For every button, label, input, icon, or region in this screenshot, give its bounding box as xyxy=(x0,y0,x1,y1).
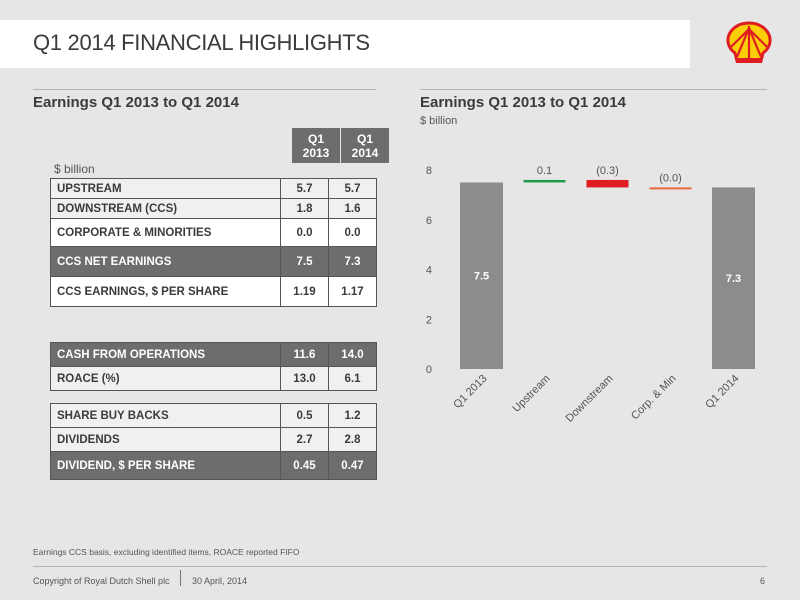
row-value-2014: 1.6 xyxy=(328,198,377,219)
delta-bar xyxy=(649,187,692,190)
data-label: (0.0) xyxy=(659,172,682,184)
row-value-2013: 0.45 xyxy=(280,451,329,480)
data-label: 7.3 xyxy=(726,273,741,285)
row-value-2013: 11.6 xyxy=(280,342,329,367)
delta-bar xyxy=(586,179,629,188)
data-label: 7.5 xyxy=(474,271,489,283)
row-value-2013: 13.0 xyxy=(280,366,329,391)
page-number: 6 xyxy=(760,576,766,586)
table-row: DOWNSTREAM (CCS) 1.8 1.6 xyxy=(50,198,377,219)
table-row: DIVIDENDS 2.7 2.8 xyxy=(50,427,377,452)
row-value-2014: 2.8 xyxy=(328,427,377,452)
row-label: CCS EARNINGS, $ PER SHARE xyxy=(50,276,281,307)
row-value-2014: 5.7 xyxy=(328,178,377,199)
table-row: DIVIDEND, $ PER SHARE 0.45 0.47 xyxy=(50,451,377,480)
chart-unit-label: $ billion xyxy=(420,115,458,127)
row-value-2014: 1.2 xyxy=(328,403,377,428)
footer-divider xyxy=(33,566,767,567)
total-bar xyxy=(460,182,503,369)
page-title: Q1 2014 FINANCIAL HIGHLIGHTS xyxy=(33,30,370,55)
row-label: CCS NET EARNINGS xyxy=(50,246,281,277)
row-label: SHARE BUY BACKS xyxy=(50,403,281,428)
row-value-2013: 1.19 xyxy=(280,276,329,307)
row-value-2013: 0.5 xyxy=(280,403,329,428)
y-tick-label: 0 xyxy=(426,364,432,376)
total-bar xyxy=(712,187,755,369)
delta-bar xyxy=(523,179,566,183)
table-unit-label: $ billion xyxy=(54,162,95,176)
x-tick-label: Q1 2014 xyxy=(703,373,741,411)
table-row: UPSTREAM 5.7 5.7 xyxy=(50,178,377,199)
chart-section-title: Earnings Q1 2013 to Q1 2014 xyxy=(420,94,626,111)
y-tick-label: 4 xyxy=(426,265,432,277)
row-label: ROACE (%) xyxy=(50,366,281,391)
row-value-2014: 0.47 xyxy=(328,451,377,480)
shell-logo-icon xyxy=(726,21,772,63)
row-label: CORPORATE & MINORITIES xyxy=(50,218,281,247)
row-value-2014: 0.0 xyxy=(328,218,377,247)
table-row: CCS EARNINGS, $ PER SHARE 1.19 1.17 xyxy=(50,276,377,307)
footer-date: 30 April, 2014 xyxy=(192,576,248,586)
row-value-2014: 14.0 xyxy=(328,342,377,367)
x-tick-label: Corp. & Min xyxy=(629,373,679,423)
row-value-2013: 7.5 xyxy=(280,246,329,277)
copyright-text: Copyright of Royal Dutch Shell plc xyxy=(33,576,170,586)
y-tick-label: 2 xyxy=(426,314,432,326)
footnote: Earnings CCS basis, excluding identified… xyxy=(33,547,300,557)
row-value-2013: 2.7 xyxy=(280,427,329,452)
x-tick-label: Upstream xyxy=(510,373,552,415)
x-tick-label: Q1 2013 xyxy=(451,373,489,411)
data-label: 0.1 xyxy=(537,165,552,177)
column-header-q1-2013: Q1 2013 xyxy=(292,128,340,163)
shareholder-table: SHARE BUY BACKS 0.5 1.2 DIVIDENDS 2.7 2.8 DI… xyxy=(50,403,377,480)
row-value-2014: 7.3 xyxy=(328,246,377,277)
row-label: UPSTREAM xyxy=(50,178,281,199)
row-label: DOWNSTREAM (CCS) xyxy=(50,198,281,219)
row-label: DIVIDENDS xyxy=(50,427,281,452)
table-row: CORPORATE & MINORITIES 0.0 0.0 xyxy=(50,218,377,247)
row-value-2013: 0.0 xyxy=(280,218,329,247)
row-value-2014: 1.17 xyxy=(328,276,377,307)
footer-separator xyxy=(180,570,181,586)
left-divider xyxy=(33,89,376,90)
table-section-title: Earnings Q1 2013 to Q1 2014 xyxy=(33,94,239,111)
cash-table: CASH FROM OPERATIONS 11.6 14.0 ROACE (%) 13… xyxy=(50,342,377,391)
data-label: (0.3) xyxy=(596,165,619,177)
title-bar xyxy=(0,20,690,68)
y-tick-label: 6 xyxy=(426,215,432,227)
earnings-table: UPSTREAM 5.7 5.7 DOWNSTREAM (CCS) 1.8 1.6 CO… xyxy=(50,178,377,307)
table-row: CCS NET EARNINGS 7.5 7.3 xyxy=(50,246,377,277)
row-value-2014: 6.1 xyxy=(328,366,377,391)
row-label: DIVIDEND, $ PER SHARE xyxy=(50,451,281,480)
table-row: ROACE (%) 13.0 6.1 xyxy=(50,366,377,391)
x-tick-label: Downstream xyxy=(563,373,615,425)
row-value-2013: 1.8 xyxy=(280,198,329,219)
row-value-2013: 5.7 xyxy=(280,178,329,199)
table-row: SHARE BUY BACKS 0.5 1.2 xyxy=(50,403,377,428)
waterfall-chart: 0 2 4 6 8 7.5 Q1 2013 0.1 Upstream (0.3) Downstrea… xyxy=(426,165,755,425)
row-label: CASH FROM OPERATIONS xyxy=(50,342,281,367)
y-tick-label: 8 xyxy=(426,165,432,177)
table-row: CASH FROM OPERATIONS 11.6 14.0 xyxy=(50,342,377,367)
right-divider xyxy=(420,89,767,90)
column-header-q1-2014: Q1 2014 xyxy=(341,128,389,163)
